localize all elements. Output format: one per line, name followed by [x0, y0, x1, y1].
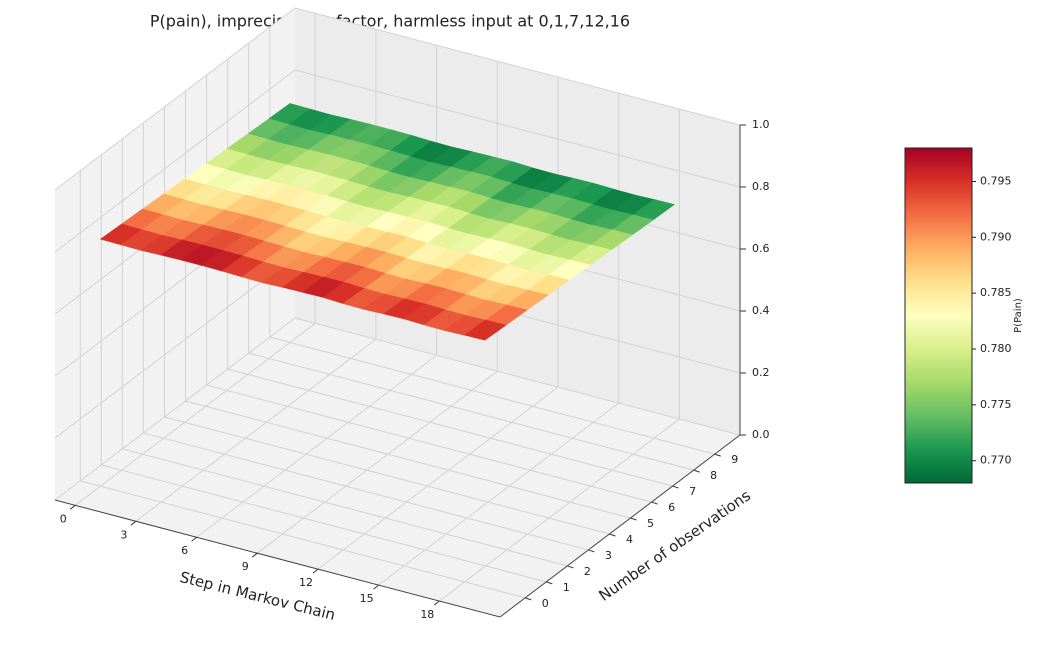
x-tick-label: 3	[120, 528, 127, 541]
z-tick-label: 0.6	[752, 242, 770, 255]
grid-line	[54, 69, 296, 253]
tick-mark	[130, 520, 137, 526]
y-tick-label: 7	[689, 485, 696, 498]
floor-pane	[55, 318, 740, 617]
grid-line	[122, 448, 568, 567]
grid-line	[196, 354, 437, 538]
grid-line	[317, 386, 559, 570]
x-tick-label: 15	[360, 592, 374, 605]
y-tick-label: 8	[710, 469, 717, 482]
grid-line	[248, 352, 694, 471]
tick-mark	[251, 552, 258, 558]
grid-line	[269, 336, 715, 455]
z-tick-label: 0.8	[752, 180, 770, 193]
tick-mark	[588, 549, 595, 553]
grid-line	[185, 400, 631, 519]
surface-facet	[463, 319, 507, 341]
tick-mark	[672, 485, 679, 489]
chart-title: P(pain), imprecise sensfactor, harmless …	[150, 12, 630, 31]
grid-line	[164, 416, 610, 535]
grid-line	[294, 69, 741, 188]
tick-mark	[434, 600, 440, 606]
z-tick-label: 0.2	[752, 366, 770, 379]
colorbar-tick-label: 0.790	[980, 230, 1012, 243]
tick-mark	[714, 453, 721, 457]
axis-line	[54, 125, 741, 618]
x-tick-label: 6	[181, 544, 188, 557]
x-tick-label: 9	[242, 560, 249, 573]
y-tick-label: 6	[668, 501, 675, 514]
colorbar-label: P(Pain)	[1013, 298, 1024, 333]
tick-mark	[69, 504, 76, 510]
grid-line	[143, 432, 589, 551]
x-axis-label: Step in Markov Chain	[178, 568, 337, 624]
colorbar-tick-label: 0.780	[980, 342, 1012, 355]
tick-mark	[191, 536, 197, 542]
tick-mark	[546, 581, 553, 585]
x-tick-label: 12	[299, 576, 313, 589]
y-tick-label: 3	[605, 549, 612, 562]
z-tick-label: 1.0	[752, 118, 770, 131]
y-tick-label: 5	[647, 517, 654, 530]
grid-line	[206, 384, 652, 503]
grid-line	[101, 464, 547, 583]
y-tick-label: 9	[731, 453, 738, 466]
x-tick-label: 18	[420, 608, 434, 621]
grid-line	[378, 402, 619, 586]
grid-line	[294, 7, 741, 126]
y-tick-label: 4	[626, 533, 633, 546]
colorbar-tick-label: 0.775	[980, 398, 1012, 411]
tick-mark	[312, 568, 319, 574]
grid-line	[256, 370, 498, 554]
colorbar-tick-label: 0.795	[980, 175, 1012, 188]
tick-mark	[609, 533, 616, 537]
grid-line	[439, 418, 680, 602]
y-tick-label: 2	[584, 565, 591, 578]
grid-line	[54, 255, 296, 439]
grid-line	[80, 480, 526, 599]
grid-line	[54, 7, 296, 191]
tick-mark	[567, 565, 574, 569]
grid-line	[227, 368, 673, 487]
grid-line	[54, 317, 296, 501]
y-tick-label: 0	[542, 597, 549, 610]
z-tick-label: 0.0	[752, 428, 770, 441]
tick-mark	[651, 501, 658, 505]
colorbar-tick-label: 0.770	[980, 454, 1012, 467]
x-tick-label: 0	[60, 512, 67, 525]
colorbar-tick-label: 0.785	[980, 286, 1012, 299]
colorbar	[904, 147, 973, 484]
tick-mark	[693, 469, 700, 473]
y-tick-label: 1	[563, 581, 570, 594]
tick-mark	[373, 584, 379, 590]
z-tick-label: 0.4	[752, 304, 770, 317]
tick-mark	[630, 517, 637, 521]
grid-line	[294, 317, 741, 436]
grid-line	[74, 322, 316, 506]
grid-line	[135, 338, 377, 522]
tick-mark	[525, 597, 532, 601]
